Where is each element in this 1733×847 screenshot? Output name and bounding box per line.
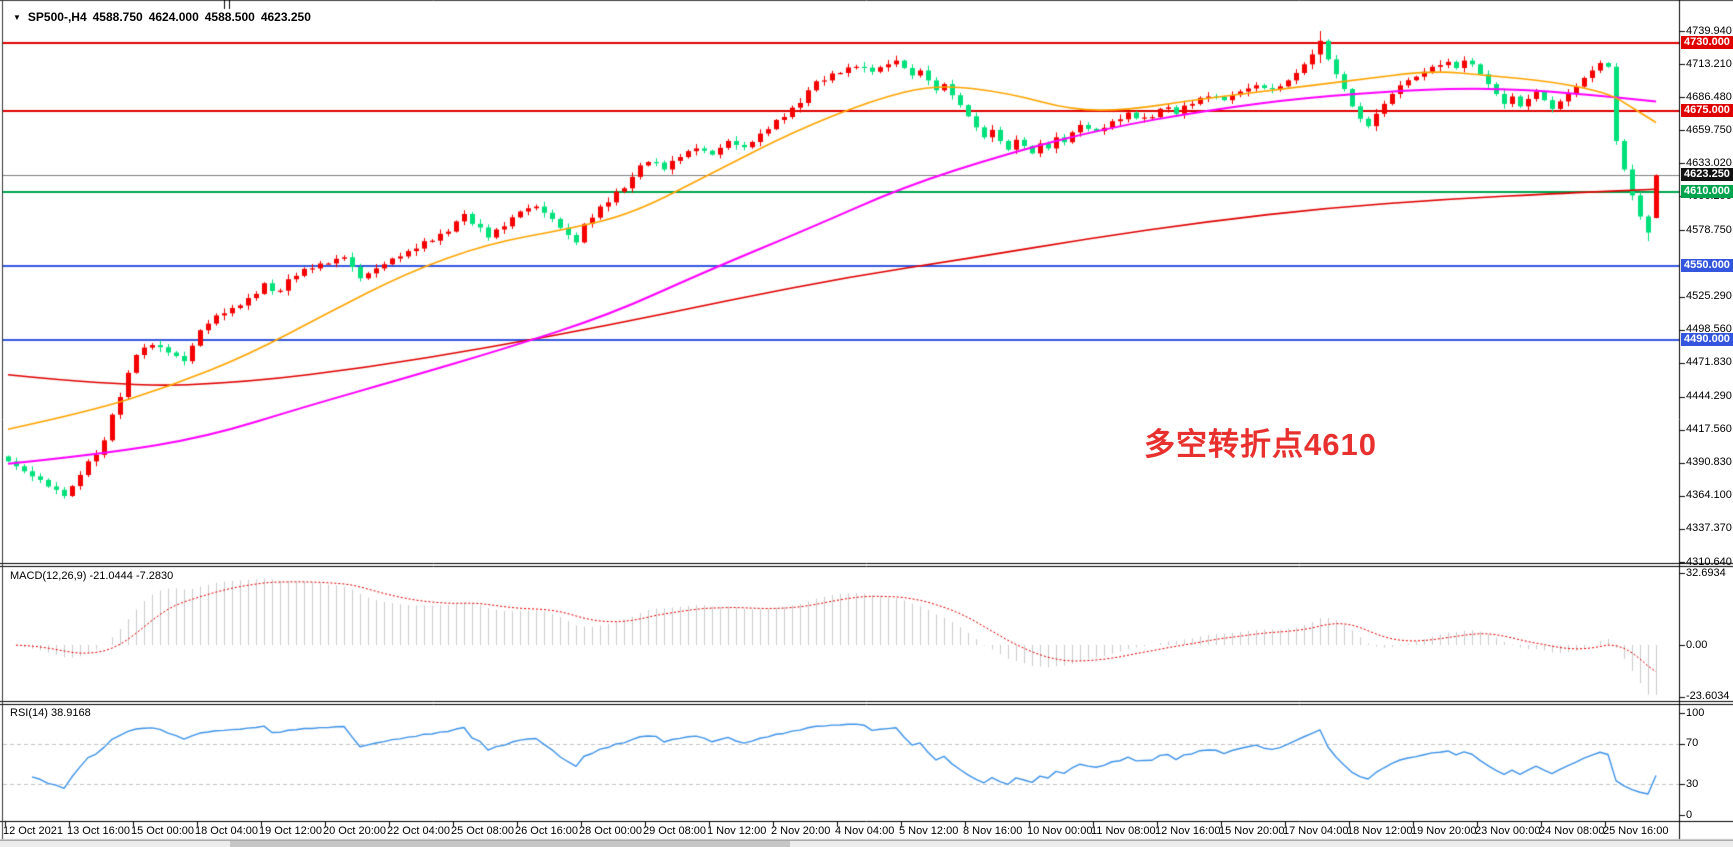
price-axis-level-label: 4550.000 bbox=[1681, 258, 1733, 272]
scrollbar-thumb[interactable] bbox=[230, 841, 790, 847]
macd-axis-label: 0.00 bbox=[1686, 638, 1708, 651]
chart-dropdown-icon[interactable]: ▼ bbox=[13, 12, 21, 22]
price-axis-level-label: 4730.000 bbox=[1681, 36, 1733, 50]
price-axis-label: 4444.290 bbox=[1686, 390, 1732, 403]
time-axis-label: 15 Oct 00:00 bbox=[131, 825, 194, 837]
macd-axis-label: -23.6034 bbox=[1686, 690, 1730, 703]
price-axis-label: 4659.750 bbox=[1686, 123, 1732, 136]
time-axis-label: 19 Oct 12:00 bbox=[259, 825, 322, 837]
time-axis-label: 18 Nov 12:00 bbox=[1347, 825, 1413, 837]
price-axis-label: 4417.560 bbox=[1686, 423, 1732, 436]
time-axis-label: 12 Oct 2021 bbox=[3, 825, 63, 837]
price-axis-label: 4390.830 bbox=[1686, 456, 1732, 469]
price-axis-level-label: 4623.250 bbox=[1681, 168, 1733, 182]
time-axis-label: 28 Oct 00:00 bbox=[579, 825, 642, 837]
price-axis-label: 4310.640 bbox=[1686, 555, 1732, 568]
time-axis-label: 25 Nov 16:00 bbox=[1603, 825, 1669, 837]
chart-title: ▼ SP500-,H4 4588.750 4624.000 4588.500 4… bbox=[13, 10, 317, 24]
ohlc-high-value: 4624.000 bbox=[148, 10, 199, 24]
time-axis-label: 10 Nov 00:00 bbox=[1027, 825, 1093, 837]
ohlc-low-value: 4588.500 bbox=[204, 10, 255, 24]
time-axis-label: 17 Nov 04:00 bbox=[1283, 825, 1349, 837]
macd-axis-label: 32.6934 bbox=[1686, 566, 1726, 579]
price-axis-label: 4739.940 bbox=[1686, 24, 1732, 37]
time-axis-label: 18 Oct 04:00 bbox=[195, 825, 258, 837]
time-axis-label: 20 Oct 20:00 bbox=[323, 825, 386, 837]
price-axis-label: 4713.210 bbox=[1686, 57, 1732, 70]
price-axis-level-label: 4610.000 bbox=[1681, 184, 1733, 198]
time-axis-label: 26 Oct 16:00 bbox=[515, 825, 578, 837]
ohlc-close-value: 4623.250 bbox=[260, 10, 311, 24]
time-axis-label: 15 Nov 20:00 bbox=[1219, 825, 1285, 837]
time-axis-label: 2 Nov 20:00 bbox=[771, 825, 831, 837]
time-axis-label: 8 Nov 16:00 bbox=[963, 825, 1023, 837]
time-axis-label: 12 Nov 16:00 bbox=[1155, 825, 1221, 837]
symbol-period-label: SP500-,H4 bbox=[27, 10, 87, 24]
time-axis-label: 19 Nov 20:00 bbox=[1411, 825, 1477, 837]
price-axis-label: 4525.290 bbox=[1686, 290, 1732, 302]
time-axis-label: 25 Oct 08:00 bbox=[451, 825, 514, 837]
price-axis-label: 4578.750 bbox=[1686, 223, 1732, 236]
rsi-axis-label: 100 bbox=[1686, 706, 1705, 719]
time-axis-label: 4 Nov 04:00 bbox=[835, 825, 895, 837]
rsi-axis-label: 0 bbox=[1686, 808, 1693, 821]
price-axis-label: 4498.560 bbox=[1686, 323, 1732, 336]
price-axis-level-label: 4675.000 bbox=[1681, 104, 1733, 118]
time-axis-label: 22 Oct 04:00 bbox=[387, 825, 450, 837]
price-axis-label: 4686.480 bbox=[1686, 90, 1732, 103]
ohlc-open-value: 4588.750 bbox=[92, 10, 143, 24]
time-axis-label: 5 Nov 12:00 bbox=[899, 825, 959, 837]
price-axis-level-label: 4490.000 bbox=[1681, 333, 1733, 347]
time-axis-label: 11 Nov 08:00 bbox=[1091, 825, 1156, 837]
rsi-axis-label: 30 bbox=[1686, 777, 1699, 790]
time-axis-label: 24 Nov 08:00 bbox=[1539, 825, 1605, 837]
price-axis-label: 4633.020 bbox=[1686, 156, 1732, 169]
time-axis-label: 1 Nov 12:00 bbox=[707, 825, 767, 837]
time-axis-label: 29 Oct 08:00 bbox=[643, 825, 706, 837]
chart-annotation-text: 多空转折点4610 bbox=[1144, 427, 1377, 462]
price-axis-label: 4364.100 bbox=[1686, 489, 1732, 502]
macd-indicator-label: MACD(12,26,9) -21.0444 -7.2830 bbox=[10, 570, 174, 582]
horizontal-scrollbar[interactable] bbox=[0, 840, 1733, 847]
time-axis-label: 13 Oct 16:00 bbox=[67, 825, 130, 837]
rsi-indicator-label: RSI(14) 38.9168 bbox=[10, 707, 91, 719]
price-axis-label: 4471.830 bbox=[1686, 356, 1732, 369]
price-axis-label: 4337.370 bbox=[1686, 522, 1732, 535]
rsi-axis-label: 70 bbox=[1686, 737, 1699, 750]
time-axis-label: 23 Nov 00:00 bbox=[1475, 825, 1541, 837]
